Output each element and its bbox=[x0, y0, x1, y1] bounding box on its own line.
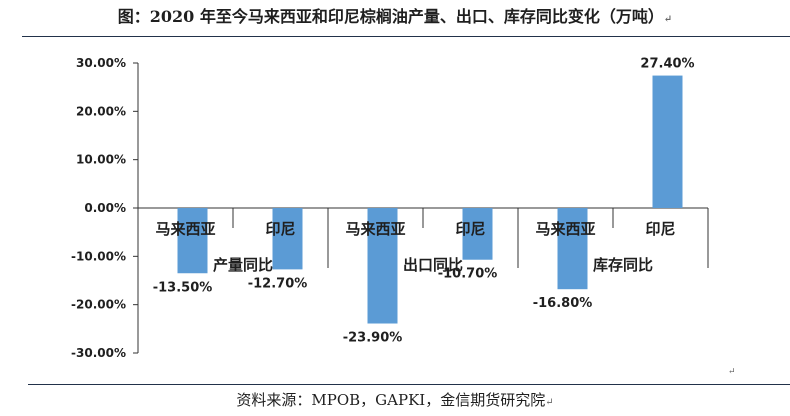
y-tick-label: 0.00% bbox=[84, 201, 126, 215]
bar bbox=[652, 75, 683, 208]
category-label: 马来西亚 bbox=[345, 220, 405, 238]
bar bbox=[367, 208, 398, 324]
y-tick-label: 20.00% bbox=[76, 104, 126, 118]
footer-divider bbox=[28, 384, 790, 385]
bar bbox=[462, 208, 493, 260]
category-label: 马来西亚 bbox=[155, 220, 215, 238]
chart-title: 图：2020 年至今马来西亚和印尼棕榈油产量、出口、库存同比变化（万吨）↵ bbox=[0, 0, 790, 34]
data-label: -16.80% bbox=[533, 296, 593, 311]
y-tick-label: -20.00% bbox=[71, 298, 126, 312]
bar bbox=[177, 208, 208, 274]
source-note: 资料来源：MPOB，GAPKI，金信期货研究院↵ bbox=[0, 388, 790, 412]
chart-title-text: 图：2020 年至今马来西亚和印尼棕榈油产量、出口、库存同比变化（万吨） bbox=[117, 7, 664, 26]
data-label: -13.50% bbox=[153, 280, 213, 295]
data-label: -12.70% bbox=[248, 276, 308, 291]
category-label: 印尼 bbox=[455, 220, 485, 238]
group-label: 产量同比 bbox=[213, 256, 273, 274]
y-tick-label: 10.00% bbox=[76, 153, 126, 167]
y-tick-label: -30.00% bbox=[71, 346, 126, 360]
bar-chart: 30.00% 20.00% 10.00% 0.00% -10.00% -20.00% -30… bbox=[71, 56, 736, 376]
source-note-text: 资料来源：MPOB，GAPKI，金信期货研究院 bbox=[236, 391, 546, 409]
paragraph-mark-icon: ↵ bbox=[545, 397, 554, 408]
group-label: 出口同比 bbox=[403, 256, 463, 274]
data-label: -10.70% bbox=[438, 267, 498, 282]
y-tick-label: -10.00% bbox=[71, 249, 126, 263]
y-tick-label: 30.00% bbox=[76, 56, 126, 70]
category-label: 马来西亚 bbox=[535, 220, 595, 238]
bar bbox=[272, 208, 303, 270]
category-label: 印尼 bbox=[645, 220, 675, 238]
paragraph-mark-icon: ↵ bbox=[728, 367, 736, 376]
data-label: -23.90% bbox=[343, 331, 403, 346]
paragraph-mark-icon: ↵ bbox=[663, 14, 673, 25]
bar bbox=[557, 208, 588, 290]
category-label: 印尼 bbox=[265, 220, 295, 238]
group-label: 库存同比 bbox=[593, 256, 653, 274]
data-label: 27.40% bbox=[640, 57, 694, 72]
title-divider bbox=[22, 36, 790, 37]
